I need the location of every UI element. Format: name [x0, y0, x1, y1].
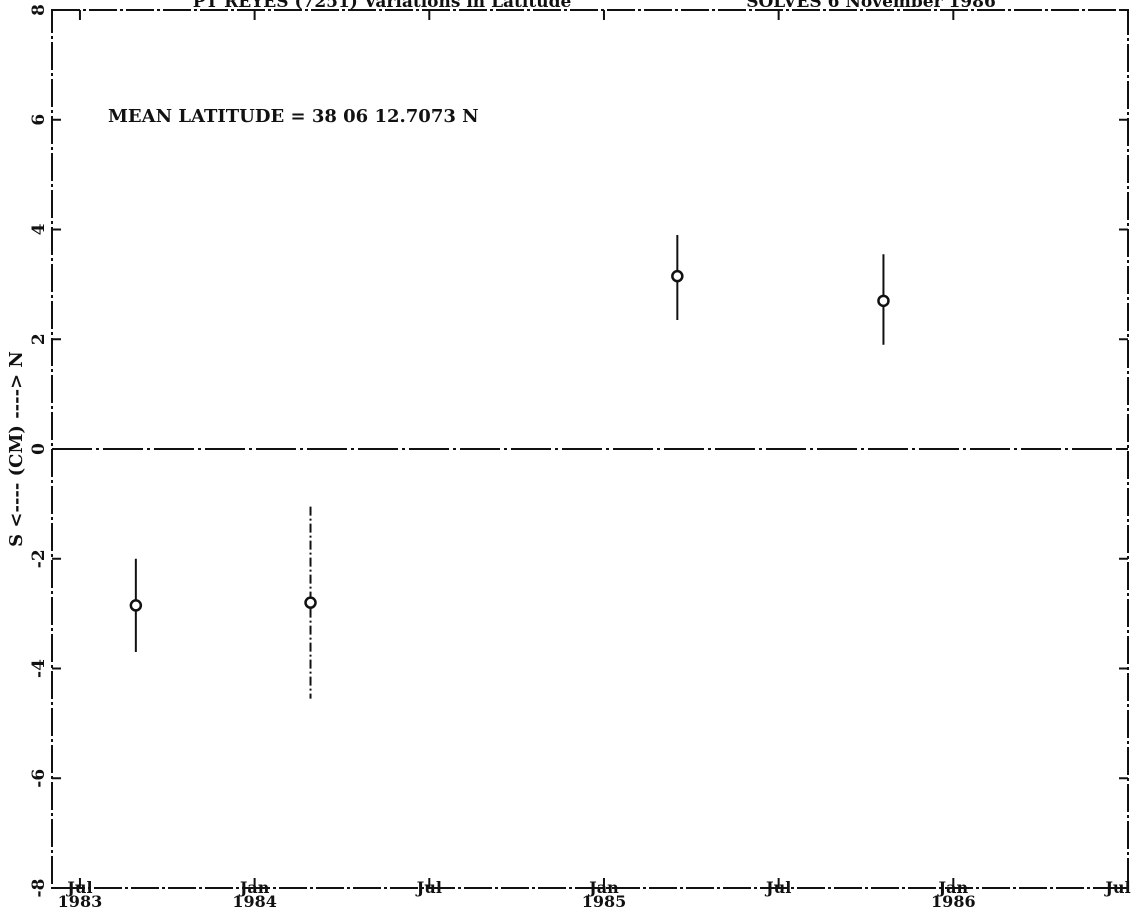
y-tick-label: 6 — [29, 114, 49, 126]
x-tick-year-label: 1983 — [58, 892, 103, 911]
y-tick-label: 4 — [29, 223, 49, 235]
x-tick-year-label: 1986 — [931, 892, 976, 911]
x-tick-year-label: 1985 — [582, 892, 627, 911]
x-tick-label: Jan — [238, 878, 270, 897]
points-layer — [129, 234, 890, 699]
y-tick-label: -4 — [29, 659, 49, 678]
x-tick-year-label: 1984 — [232, 892, 277, 911]
chart-title: PT REYES (7251) Variations in Latitude — [193, 0, 572, 12]
x-tick-label: Jul — [1103, 878, 1130, 897]
x-tick-label: Jul — [764, 878, 791, 897]
y-tick-label: -8 — [29, 879, 49, 898]
data-point — [304, 596, 317, 609]
x-tick-label: Jul — [65, 878, 92, 897]
y-tick-label: 8 — [29, 4, 49, 16]
mean-latitude-annotation: MEAN LATITUDE = 38 06 12.7073 N — [108, 106, 479, 127]
data-point — [671, 269, 684, 283]
y-axis-label: S <---- (CM) ----> N — [6, 351, 27, 547]
x-tick-label: Jul — [415, 878, 442, 897]
chart-subtitle: SOLVES 6 November 1986 — [746, 0, 996, 12]
y-tick-label: 0 — [29, 443, 49, 455]
data-point — [129, 599, 143, 612]
y-tick-label: 2 — [29, 333, 49, 345]
y-tick-label: -2 — [29, 549, 49, 568]
data-point — [877, 294, 890, 308]
y-tick-label: -6 — [29, 769, 49, 788]
x-tick-label: Jan — [937, 878, 969, 897]
x-tick-label: Jan — [587, 878, 619, 897]
